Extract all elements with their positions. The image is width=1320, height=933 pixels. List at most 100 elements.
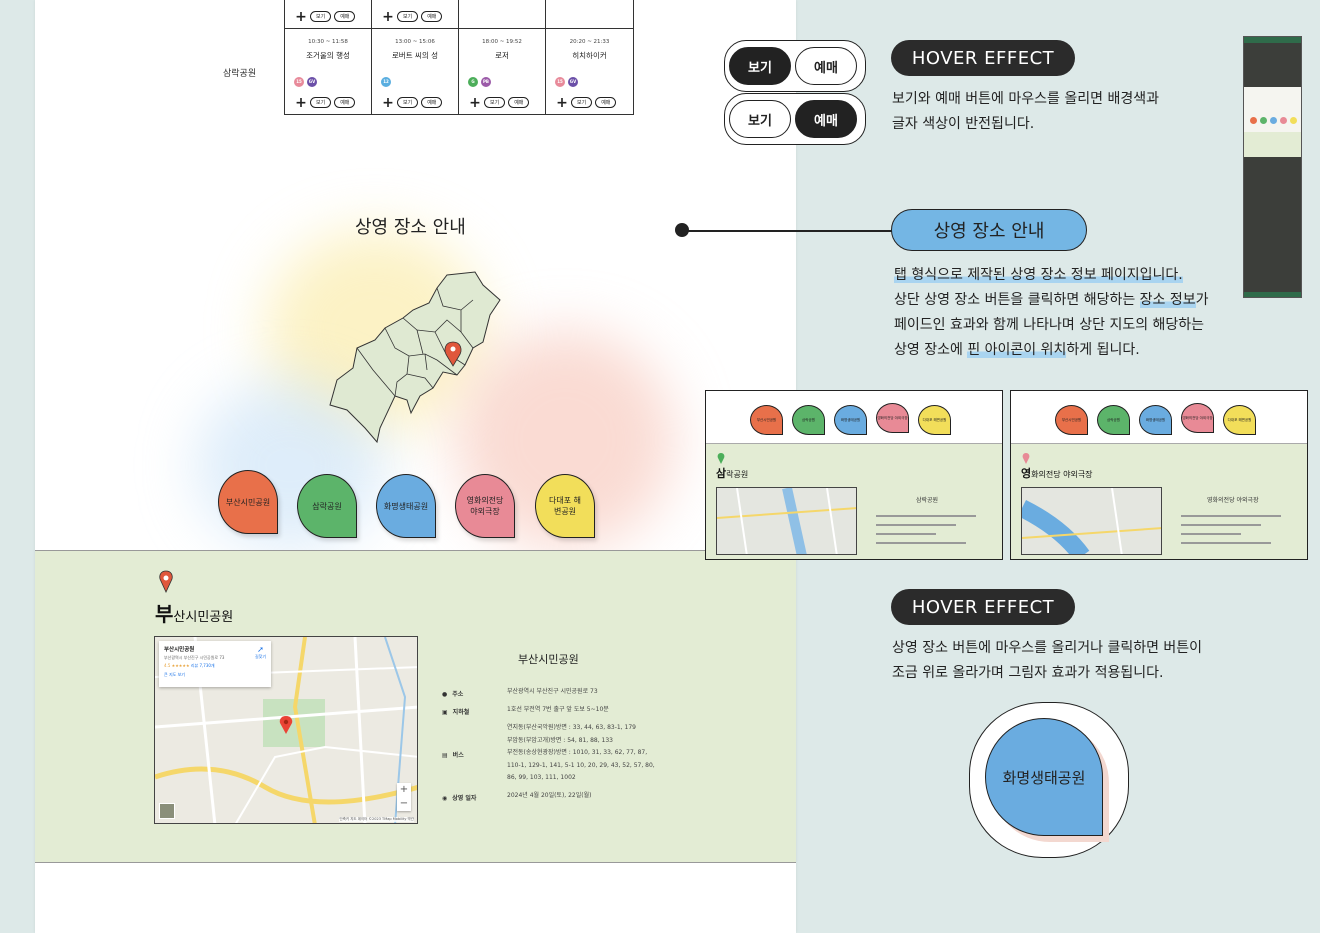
plus-icon[interactable]: +	[556, 94, 568, 111]
plus-icon[interactable]: +	[295, 8, 307, 25]
movie-time: 18:00 ~ 19:52	[482, 39, 522, 45]
hover-effect-chip-2: HOVER EFFECT	[891, 589, 1075, 625]
location-button-hover-demo[interactable]: 화명생태공원	[985, 718, 1103, 836]
plus-icon[interactable]: +	[469, 94, 481, 111]
plus-icon[interactable]: +	[382, 8, 394, 25]
movie-time: 13:00 ~ 15:06	[395, 39, 435, 45]
thumb-button: 다대포 해변공원	[1223, 405, 1256, 435]
info-row-address: ● 주소	[442, 691, 464, 698]
schedule-cell	[546, 0, 633, 29]
map-reviews-link[interactable]: 리뷰 7,730개	[190, 663, 215, 668]
info-row-bus: ▤ 버스	[442, 752, 464, 759]
book-button[interactable]: 예매	[421, 97, 443, 108]
thumb-park-name: 영화의전당 야외극장	[1021, 467, 1093, 480]
map-marker-icon	[279, 716, 293, 734]
mobile-page-preview	[1243, 36, 1302, 298]
view-button-demo[interactable]: 보기	[729, 100, 791, 138]
movie-time: 20:20 ~ 21:33	[569, 39, 610, 45]
plus-icon[interactable]: +	[382, 94, 394, 111]
map-footer: 단축키 지도 데이터 ©2023 TMap Mobility 약관	[339, 817, 414, 822]
view-button[interactable]: 보기	[310, 97, 332, 108]
thumb-park-name: 삼락공원	[716, 467, 749, 480]
zoom-out-icon[interactable]: −	[399, 798, 409, 809]
view-button[interactable]: 보기	[397, 11, 419, 22]
schedule-venue-label: 삼락공원	[223, 69, 257, 79]
hover-demo-hovered: 보기 예매	[724, 93, 866, 145]
map-rating: 4.5 ★★★★★	[164, 663, 190, 668]
info-bus-values: 연지동(부산국악원)방면 : 33, 44, 63, 83-1, 179 부암동…	[507, 724, 655, 781]
thumb-button: 부산시민공원	[750, 405, 783, 435]
gv-badge: GV	[568, 77, 578, 87]
connector-line	[682, 230, 892, 232]
hover-demo-normal: 보기 예매	[724, 40, 866, 92]
book-button-demo[interactable]: 예매	[795, 47, 857, 85]
location-button-cinema-center[interactable]: 영화의전당 야외극장	[455, 474, 515, 538]
thumb-button: 화명생태공원	[834, 405, 867, 435]
info-dates-value: 2024년 4월 20일(토), 22일(월)	[507, 792, 592, 799]
movie-cell: 20:20 ~ 21:33 히치하이커 15 GV + 보기 예매	[546, 29, 633, 114]
schedule-cell: + 보기 예매	[285, 0, 372, 29]
location-title: 상영 장소 안내	[355, 217, 466, 238]
info-row-dates: ◉ 상영 일자	[442, 795, 477, 802]
view-button[interactable]: 보기	[571, 97, 593, 108]
hover-effect-chip: HOVER EFFECT	[891, 40, 1075, 76]
location-guide-description: 탭 형식으로 제작된 상영 장소 정보 페이지입니다. 상단 상영 장소 버튼을…	[894, 267, 1209, 358]
tab-preview-cinema-center: 부산시민공원 삼락공원 화명생태공원 영화의전당 야외극장 다대포 해변공원 영…	[1010, 390, 1308, 560]
book-button[interactable]: 예매	[508, 97, 530, 108]
zoom-in-icon[interactable]: +	[399, 784, 409, 795]
view-button[interactable]: 보기	[397, 97, 419, 108]
movie-time: 10:30 ~ 11:58	[308, 39, 348, 45]
schedule-cell	[459, 0, 546, 29]
map-place-name: 부산시민공원	[164, 647, 195, 653]
movie-cell: 18:00 ~ 19:52 로저 G PB + 보기 예매	[459, 29, 546, 114]
pin-icon: ●	[442, 691, 448, 698]
book-button[interactable]: 예매	[334, 11, 356, 22]
plus-icon[interactable]: +	[295, 94, 307, 111]
book-button[interactable]: 예매	[334, 97, 356, 108]
info-address-value: 부산광역시 부산진구 시민공원로 73	[507, 688, 598, 695]
thumb-button: 영화의전당 야외극장	[1181, 403, 1214, 433]
book-button[interactable]: 예매	[595, 97, 617, 108]
busan-map	[329, 271, 501, 444]
thumb-pin-icon	[717, 453, 725, 464]
movie-cell: 10:30 ~ 11:58 조거울의 행성 15 GV + 보기 예매	[285, 29, 372, 114]
movie-title: 로저	[495, 51, 509, 60]
book-button-demo[interactable]: 예매	[795, 100, 857, 138]
park-name-heading: 부산시민공원	[155, 598, 233, 627]
location-pin-icon	[159, 570, 173, 593]
google-map-embed[interactable]: 부산시민공원 부산광역시 부산진구 시민공원로 73 4.5 ★★★★★ 리뷰 …	[154, 636, 418, 824]
location-button-dadaepo-beach[interactable]: 다대포 해변공원	[535, 474, 595, 538]
thumb-button: 다대포 해변공원	[918, 405, 951, 435]
map-place-card: 부산시민공원 부산광역시 부산진구 시민공원로 73 4.5 ★★★★★ 리뷰 …	[159, 641, 271, 687]
thumb-map	[716, 487, 857, 555]
location-button-hwamyeong-park[interactable]: 화명생태공원	[376, 474, 436, 538]
view-button[interactable]: 보기	[484, 97, 506, 108]
gv-badge: GV	[307, 77, 317, 87]
pb-badge: PB	[481, 77, 491, 87]
thumb-map	[1021, 487, 1162, 555]
park-name-initial: 부	[155, 602, 174, 626]
book-button[interactable]: 예매	[421, 11, 443, 22]
subway-icon: ▣	[442, 709, 448, 716]
view-button[interactable]: 보기	[310, 11, 332, 22]
movie-cell: 13:00 ~ 15:06 로버트 씨의 성 12 + 보기 예매	[372, 29, 459, 114]
thumb-button: 부산시민공원	[1055, 405, 1088, 435]
map-pin-icon	[444, 341, 462, 367]
location-button-busan-citizens-park[interactable]: 부산시민공원	[218, 470, 278, 534]
view-button-demo[interactable]: 보기	[729, 47, 791, 85]
park-name-rest: 산시민공원	[173, 610, 234, 625]
thumb-pin-icon	[1022, 453, 1030, 464]
map-zoom-controls[interactable]: + −	[397, 783, 411, 811]
location-button-samrak-park[interactable]: 삼락공원	[297, 474, 357, 538]
age-badge: 15	[294, 77, 304, 87]
schedule-cell: + 보기 예매	[372, 0, 459, 29]
satellite-thumbnail[interactable]	[159, 803, 175, 819]
hover-effect-description: 보기와 예매 버튼에 마우스를 올리면 배경색과 글자 색상이 반전됩니다.	[892, 91, 1159, 132]
map-directions-button[interactable]: ➚ 길찾기	[254, 645, 266, 659]
map-larger-link[interactable]: 큰 지도 보기	[164, 672, 185, 677]
schedule-table: + 보기 예매 + 보기 예매 10:30 ~ 11:58 조거울의 행성 15…	[284, 0, 634, 115]
age-badge: 15	[555, 77, 565, 87]
age-badge: G	[468, 77, 478, 87]
map-place-address: 부산광역시 부산진구 시민공원로 73	[164, 655, 225, 660]
age-badge: 12	[381, 77, 391, 87]
